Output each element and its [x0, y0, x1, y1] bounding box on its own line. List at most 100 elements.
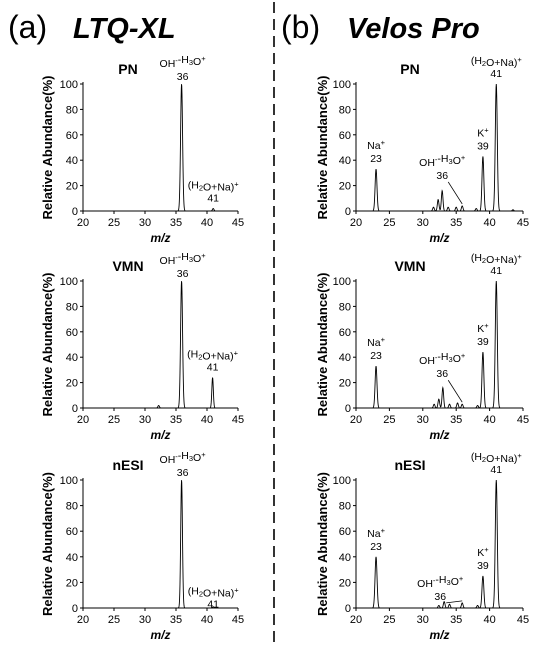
- peak-leader-line: [447, 379, 463, 403]
- x-tick-label: 40: [201, 414, 213, 426]
- y-tick-label: 40: [339, 155, 351, 167]
- x-tick-label: 30: [139, 217, 151, 229]
- peak-leader-line: [446, 600, 463, 604]
- x-tick-label: 40: [483, 217, 495, 229]
- peak-label: Na+: [367, 335, 385, 349]
- x-tick-label: 20: [350, 614, 362, 626]
- x-axis-label: m/z: [429, 428, 449, 442]
- x-tick-label: 40: [201, 614, 213, 626]
- x-tick-label: 30: [417, 614, 429, 626]
- y-tick-label: 60: [66, 130, 78, 142]
- y-tick-label: 60: [66, 526, 78, 538]
- y-tick-label: 20: [66, 181, 78, 193]
- spectrum-trace: [83, 84, 238, 212]
- peak-label: K+: [477, 545, 489, 559]
- x-tick-label: 20: [77, 217, 89, 229]
- x-tick-label: 35: [450, 414, 462, 426]
- peak-mz-label: 23: [370, 541, 382, 553]
- peak-label: OH--H3O+: [419, 153, 466, 169]
- peak-mz-label: 36: [436, 368, 448, 380]
- x-axis-label: m/z: [429, 231, 449, 245]
- y-tick-label: 80: [339, 301, 351, 313]
- panel-title: VMN: [394, 258, 425, 274]
- panel-title: PN: [118, 61, 137, 77]
- x-tick-label: 45: [517, 217, 529, 229]
- x-tick-label: 30: [139, 614, 151, 626]
- peak-label: OH--H3O+: [160, 450, 207, 466]
- x-tick-label: 40: [483, 414, 495, 426]
- x-tick-label: 25: [108, 217, 120, 229]
- y-tick-label: 40: [339, 352, 351, 364]
- peak-mz-label: 41: [207, 192, 219, 204]
- y-axis-label: Relative Abundance(%): [40, 472, 55, 616]
- peak-label: (H2O+Na)+: [187, 349, 238, 363]
- y-axis-label: Relative Abundance(%): [40, 273, 55, 417]
- y-axis-label: Relative Abundance(%): [315, 76, 330, 220]
- x-tick-label: 45: [517, 614, 529, 626]
- peak-mz-label: 36: [177, 268, 189, 280]
- x-tick-label: 20: [77, 614, 89, 626]
- y-tick-label: 100: [60, 475, 78, 487]
- peak-label: OH--H3O+: [160, 54, 207, 70]
- y-tick-label: 100: [333, 79, 351, 91]
- x-tick-label: 40: [483, 614, 495, 626]
- y-tick-label: 20: [339, 181, 351, 193]
- y-tick-label: 20: [339, 577, 351, 589]
- x-tick-label: 40: [201, 217, 213, 229]
- peak-label: (H2O+Na)+: [188, 586, 239, 600]
- peak-label: (H2O+Na)+: [471, 55, 522, 69]
- x-tick-label: 30: [417, 414, 429, 426]
- y-tick-label: 20: [66, 378, 78, 390]
- panel-title: VMN: [112, 258, 143, 274]
- spectrum-trace: [83, 281, 238, 409]
- peak-label: OH--H3O+: [417, 574, 464, 590]
- x-axis-label: m/z: [150, 628, 170, 642]
- y-tick-label: 20: [339, 378, 351, 390]
- panel-title: nESI: [394, 457, 425, 473]
- peak-mz-label: 36: [177, 71, 189, 83]
- x-tick-label: 20: [350, 414, 362, 426]
- x-tick-label: 30: [139, 414, 151, 426]
- x-axis-label: m/z: [429, 628, 449, 642]
- peak-mz-label: 23: [370, 153, 382, 165]
- x-tick-label: 35: [450, 614, 462, 626]
- peak-label: OH--H3O+: [419, 351, 466, 367]
- heading-right-name: Velos Pro: [347, 13, 480, 45]
- spectrum-trace: [356, 479, 523, 609]
- x-tick-label: 25: [383, 217, 395, 229]
- peak-mz-label: 39: [477, 560, 489, 572]
- y-tick-label: 80: [66, 104, 78, 116]
- y-tick-label: 100: [333, 276, 351, 288]
- peak-mz-label: 39: [477, 336, 489, 348]
- y-axis-label: Relative Abundance(%): [315, 472, 330, 616]
- y-tick-label: 40: [66, 352, 78, 364]
- y-tick-label: 0: [72, 403, 78, 415]
- x-tick-label: 45: [517, 414, 529, 426]
- y-tick-label: 0: [72, 206, 78, 218]
- heading-left-name: LTQ-XL: [73, 13, 176, 45]
- peak-label: Na+: [367, 526, 385, 540]
- peak-mz-label: 39: [477, 140, 489, 152]
- x-tick-label: 35: [170, 414, 182, 426]
- x-tick-label: 35: [170, 614, 182, 626]
- peak-mz-label: 41: [207, 599, 219, 611]
- x-tick-label: 35: [450, 217, 462, 229]
- peak-label: Na+: [367, 138, 385, 152]
- y-tick-label: 100: [333, 475, 351, 487]
- y-tick-label: 0: [345, 206, 351, 218]
- x-tick-label: 25: [108, 614, 120, 626]
- peak-mz-label: 41: [490, 265, 502, 277]
- peak-mz-label: 36: [177, 467, 189, 479]
- x-tick-label: 25: [383, 614, 395, 626]
- peak-mz-label: 36: [434, 591, 446, 603]
- peak-mz-label: 41: [207, 362, 219, 374]
- y-tick-label: 40: [66, 155, 78, 167]
- x-tick-label: 25: [383, 414, 395, 426]
- y-tick-label: 80: [339, 104, 351, 116]
- y-tick-label: 60: [339, 526, 351, 538]
